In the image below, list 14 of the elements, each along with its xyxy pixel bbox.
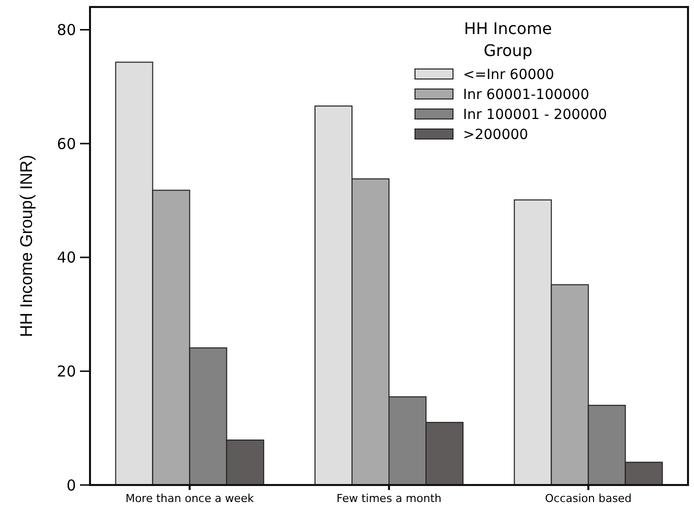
y-tick-label: 80 (56, 21, 76, 40)
legend-title: HH Income Group (464, 19, 552, 60)
x-tick-label: More than once a week (125, 492, 254, 505)
x-tick-label: Occasion based (544, 492, 632, 505)
y-tick-label: 0 (66, 476, 76, 494)
y-tick-label: 60 (56, 134, 76, 153)
legend-label: >200000 (463, 126, 528, 143)
y-tick-label: 20 (56, 362, 76, 380)
y-axis-title: HH Income Group( INR) (17, 154, 36, 338)
y-tick-label: 40 (56, 248, 76, 267)
legend-label: Inr 60001-100000 (463, 86, 590, 103)
x-tick-label: Few times a month (336, 492, 442, 505)
legend-label: Inr 100001 - 200000 (463, 106, 608, 123)
legend-label: <=Inr 60000 (463, 66, 554, 83)
